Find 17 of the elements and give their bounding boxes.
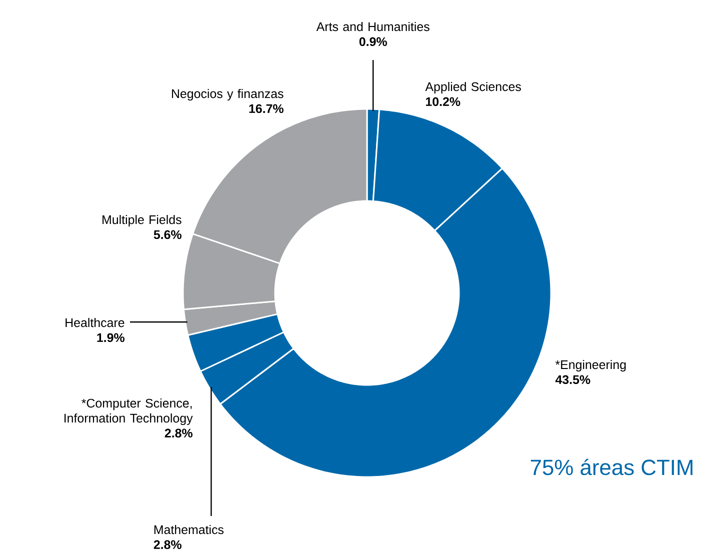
- slice-label: Arts and Humanities: [316, 22, 430, 32]
- slice-label: Healthcare: [66, 318, 124, 328]
- text: 75% áreas CTIM: [530, 458, 692, 476]
- data-label: 16.7%: [249, 104, 284, 114]
- data-label: 43.5%: [555, 375, 590, 384]
- slice-label: *Engineering: [555, 360, 626, 372]
- slice-label: *Computer Science, Information Technology: [64, 398, 193, 426]
- data-label: 2.8%: [164, 428, 192, 438]
- slice-label: Applied Sciences: [425, 82, 521, 94]
- data-label: 0.9%: [359, 37, 387, 46]
- data-label: 5.6%: [154, 230, 182, 240]
- data-label: 10.2%: [426, 97, 460, 106]
- data-label: 1.9%: [97, 333, 124, 342]
- slice-label: Multiple Fields: [102, 214, 182, 227]
- slice-label: Mathematics: [154, 524, 224, 534]
- slice-label: Negocios y finanzas: [172, 88, 284, 101]
- data-label: 2.8%: [154, 540, 182, 550]
